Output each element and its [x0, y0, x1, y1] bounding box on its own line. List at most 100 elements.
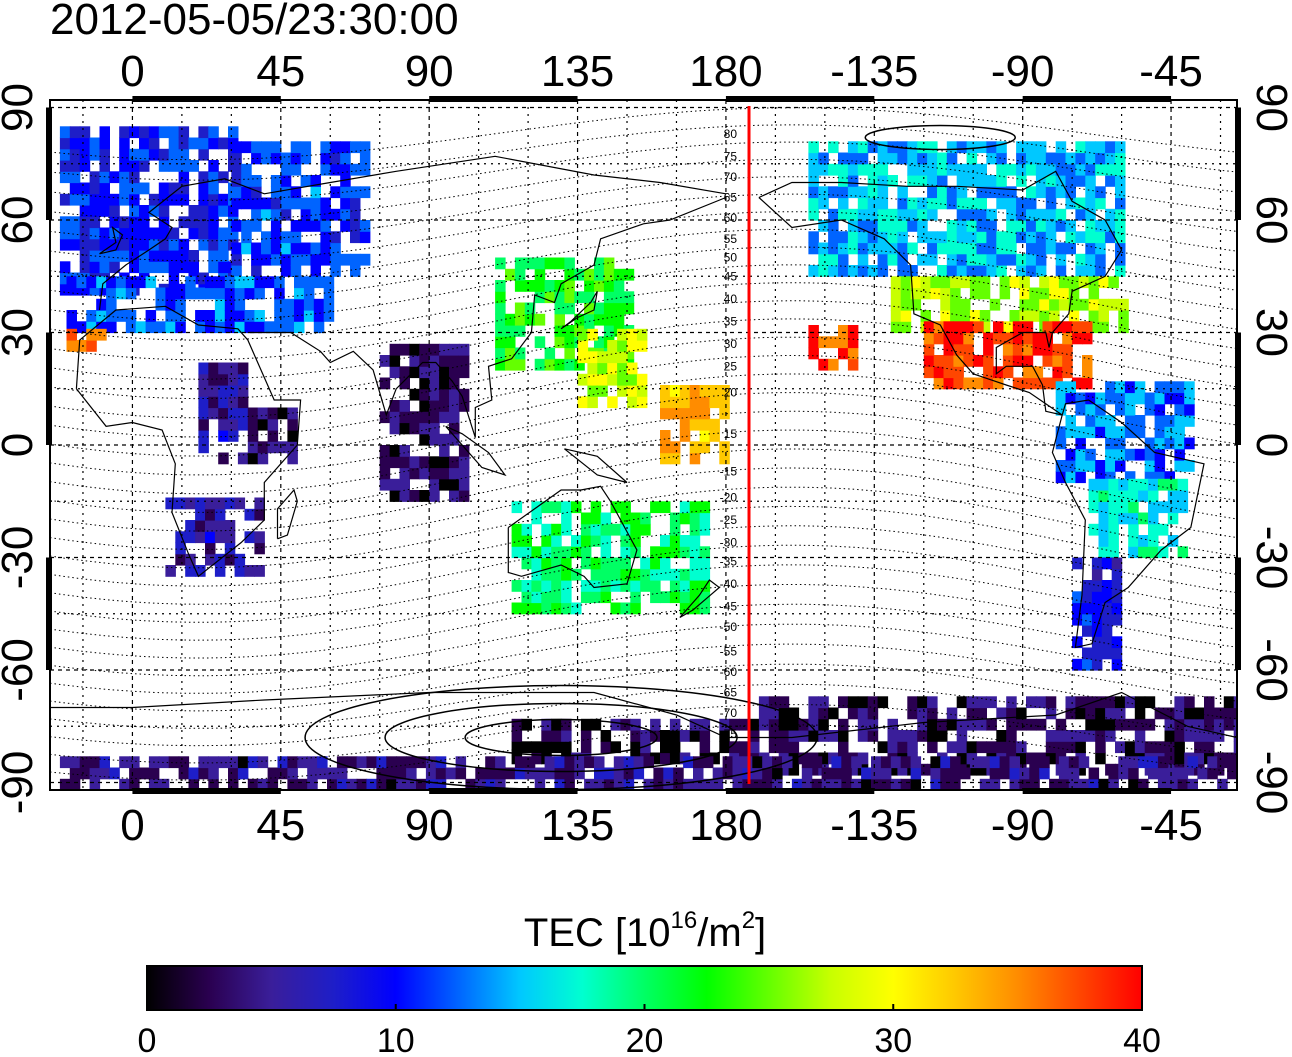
- tec-cell: [574, 291, 585, 304]
- tec-cell: [1062, 343, 1073, 356]
- tec-cell: [69, 126, 81, 139]
- tec-cell: [1105, 141, 1116, 154]
- contour-label: 70: [724, 170, 738, 184]
- tec-cell: [449, 366, 460, 379]
- tec-cell: [940, 767, 951, 780]
- map-panel: 8075706560555045403530252015-15-20-25-30…: [46, 96, 1241, 794]
- tec-cell: [290, 265, 302, 277]
- tec-cell: [996, 730, 1007, 742]
- tec-cell: [313, 298, 325, 311]
- tec-cell: [399, 411, 410, 424]
- contour-label: 60: [724, 211, 738, 225]
- tec-cell: [580, 718, 592, 731]
- tec-cell: [1029, 287, 1040, 300]
- tec-cell: [1128, 546, 1139, 559]
- tec-cell: [1148, 546, 1159, 559]
- tec-cell: [594, 336, 605, 349]
- tec-cell: [336, 756, 348, 769]
- tec-cell: [937, 231, 948, 244]
- tec-cell: [818, 730, 829, 742]
- tec-cell: [910, 767, 922, 780]
- frame-bar: [725, 96, 875, 102]
- contour-line: [50, 124, 1237, 181]
- tec-cell: [1072, 602, 1083, 615]
- tec-cell: [1035, 175, 1047, 187]
- tec-cell: [1105, 448, 1116, 461]
- tec-cell: [59, 126, 71, 139]
- tec-cell: [613, 756, 625, 769]
- tec-cell: [544, 347, 556, 360]
- tec-cell: [1095, 752, 1106, 765]
- tec-cell: [564, 257, 575, 270]
- tec-cell: [699, 557, 711, 570]
- tec-cell: [505, 268, 516, 281]
- tec-cell: [828, 231, 839, 244]
- tec-cell: [742, 778, 753, 790]
- tec-cell: [679, 418, 691, 431]
- tec-cell: [729, 741, 740, 754]
- tec-cell: [1068, 276, 1080, 289]
- tec-cell: [940, 756, 951, 769]
- tec-cell: [877, 741, 889, 754]
- contour-line: [50, 211, 1237, 282]
- tec-cell: [818, 718, 829, 731]
- tec-cell: [719, 396, 730, 409]
- tec-cell: [900, 310, 912, 322]
- tec-cell: [254, 497, 265, 510]
- tec-cell: [890, 321, 902, 334]
- tec-cell: [158, 193, 170, 206]
- tec-cell: [541, 501, 552, 514]
- contour-line: [50, 584, 1237, 659]
- colorbar-tick-label: 20: [626, 1022, 664, 1057]
- tec-cell: [1072, 613, 1083, 626]
- tec-cell: [514, 358, 526, 371]
- tec-cell: [600, 568, 612, 581]
- tec-cell: [188, 137, 199, 150]
- tec-cell: [1128, 490, 1139, 502]
- tec-cell: [577, 373, 589, 386]
- tec-cell: [195, 508, 206, 521]
- tec-cell: [1035, 208, 1047, 221]
- tec-cell: [847, 175, 859, 187]
- tec-cell: [495, 767, 506, 780]
- tec-cell: [841, 756, 852, 769]
- tec-cell: [1148, 490, 1159, 502]
- tec-cell: [1105, 208, 1116, 221]
- tec-cell: [1213, 730, 1225, 742]
- tec-cell: [129, 160, 140, 172]
- tec-cell: [669, 523, 681, 536]
- tec-cell: [1115, 197, 1126, 210]
- tec-cell: [1082, 613, 1093, 626]
- tec-cell: [228, 373, 239, 386]
- tec-cell: [946, 707, 958, 720]
- tec-cell: [1055, 741, 1067, 754]
- tec-cell: [887, 253, 898, 266]
- tec-cell: [1204, 707, 1215, 720]
- coastline: [75, 305, 302, 578]
- contour-line: [50, 643, 1237, 712]
- tec-cell: [139, 126, 150, 139]
- tec-cell: [330, 242, 341, 255]
- tec-cell: [679, 512, 691, 525]
- tec-cell: [168, 272, 180, 285]
- tec-cell: [600, 591, 612, 604]
- tec-cell: [946, 253, 958, 266]
- tec-cell: [330, 152, 341, 165]
- tec-cell: [969, 287, 981, 300]
- tec-cell: [300, 175, 312, 187]
- tec-cell: [669, 535, 681, 547]
- tec-cell: [79, 182, 91, 195]
- tec-cell: [551, 523, 562, 536]
- tec-cell: [1009, 767, 1020, 780]
- tec-cell: [59, 148, 71, 161]
- tec-cell: [69, 283, 81, 296]
- tec-cell: [986, 718, 997, 731]
- tec-cell: [1091, 647, 1103, 660]
- tec-cell: [458, 456, 470, 469]
- tec-cell: [564, 778, 575, 790]
- tec-cell: [956, 696, 968, 709]
- tec-cell: [946, 220, 958, 232]
- tec-cell: [449, 467, 460, 480]
- tec-cell: [821, 767, 833, 780]
- tec-cell: [1085, 141, 1096, 154]
